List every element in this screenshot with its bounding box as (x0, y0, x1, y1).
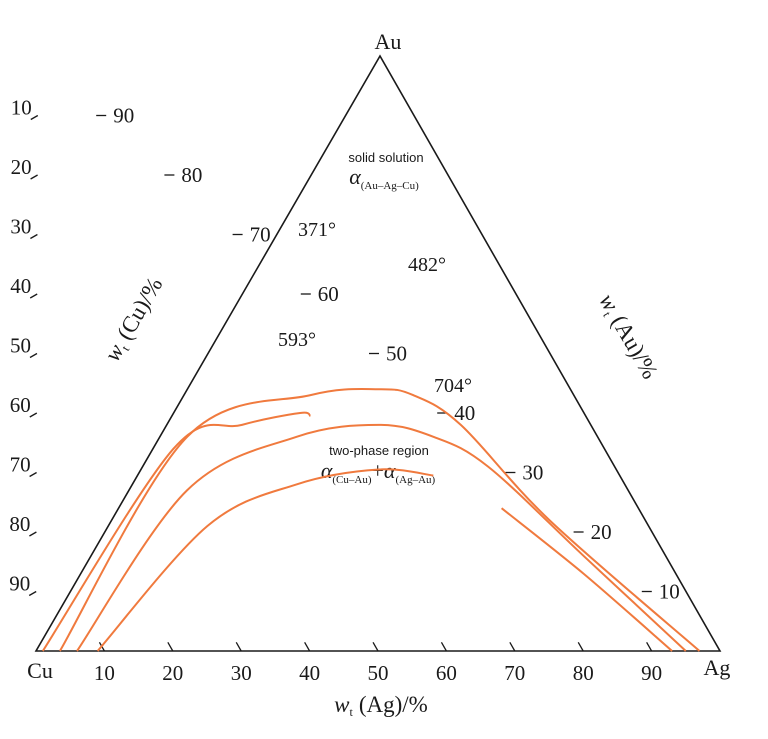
right-tick-label: 10 (659, 580, 680, 604)
bottom-tick-label: 80 (573, 661, 594, 685)
left-tick-label: 60 (10, 393, 31, 417)
left-tick-label: 10 (11, 96, 32, 120)
left-axis-tick-marks (28, 114, 39, 597)
bottom-tick-label: 70 (504, 661, 525, 685)
bottom-tick-label: 40 (299, 661, 320, 685)
bottom-tick-label: 90 (641, 661, 662, 685)
left-tick-mark (30, 233, 38, 240)
left-tick-mark (29, 293, 38, 299)
left-axis-title: wt(Cu)/% (100, 273, 170, 367)
two-phase-region-label: two-phase region (329, 443, 429, 458)
right-axis-tick-marks (96, 114, 652, 593)
left-tick-label: 80 (9, 512, 30, 536)
bottom-tick-label: 10 (94, 661, 115, 685)
bottom-axis-tick-marks (98, 641, 653, 652)
bottom-tick-mark (646, 641, 653, 652)
bottom-tick-mark (509, 641, 516, 652)
isotherm-curves (41, 387, 701, 652)
bottom-axis-title: wt (Ag)/% (334, 692, 428, 719)
right-tick-label: 80 (181, 163, 202, 187)
left-tick-label: 90 (9, 572, 30, 596)
vertex-label-cu: Cu (27, 658, 53, 683)
bottom-tick-mark (235, 641, 242, 652)
isotherm-labels: 371° 482° 593° 704° (278, 219, 472, 397)
bottom-tick-label: 60 (436, 661, 457, 685)
left-tick-label: 50 (10, 334, 31, 358)
vertex-label-au: Au (375, 29, 402, 54)
bottom-tick-label: 30 (231, 661, 252, 685)
bottom-tick-mark (577, 641, 584, 652)
left-tick-mark (29, 531, 37, 537)
right-tick-label: 70 (250, 223, 271, 247)
left-tick-label: 30 (10, 215, 31, 239)
right-tick-label: 40 (454, 401, 475, 425)
left-tick-label: 70 (10, 453, 31, 477)
left-tick-mark (29, 412, 38, 418)
left-tick-label: 20 (11, 155, 32, 179)
bottom-tick-mark (304, 641, 311, 652)
left-tick-mark (30, 114, 39, 121)
left-tick-mark (29, 352, 38, 359)
bottom-tick-mark (372, 641, 379, 652)
bottom-tick-mark (167, 641, 174, 652)
solid-solution-label: solid solution (348, 150, 423, 165)
left-tick-mark (28, 590, 37, 597)
solid-solution-phase: α(Au–Ag–Cu) (349, 164, 419, 192)
left-tick-label: 40 (10, 274, 31, 298)
right-tick-label: 90 (113, 104, 134, 128)
right-tick-label: 60 (318, 282, 339, 306)
isotherm-curve (41, 411, 311, 652)
isotherm-curve (59, 387, 701, 652)
right-axis-tick-labels: 10 20 30 40 50 60 70 80 90 (113, 104, 680, 604)
left-axis-tick-labels: 10 20 30 40 50 60 70 80 90 (9, 96, 32, 596)
isotherm-temperature-label: 593° (278, 329, 316, 351)
isotherm-temperature-label: 482° (408, 254, 446, 276)
left-tick-mark (29, 471, 37, 478)
right-tick-label: 30 (522, 461, 543, 485)
isotherm-temperature-label: 704° (434, 375, 472, 397)
bottom-tick-mark (440, 641, 447, 652)
bottom-tick-label: 20 (162, 661, 183, 685)
bottom-axis-tick-labels: 10 20 30 40 50 60 70 80 90 (94, 661, 662, 685)
isotherm-curve (96, 468, 434, 652)
bottom-tick-label: 50 (368, 661, 389, 685)
left-tick-mark (30, 174, 38, 180)
isotherm-temperature-label: 371° (298, 219, 336, 241)
right-axis-title: wt(Au)/% (593, 289, 663, 384)
isotherm-curve (76, 423, 687, 652)
right-tick-label: 20 (591, 520, 612, 544)
isotherm-curve (500, 507, 673, 652)
right-tick-label: 50 (386, 342, 407, 366)
vertex-label-ag: Ag (704, 655, 731, 680)
